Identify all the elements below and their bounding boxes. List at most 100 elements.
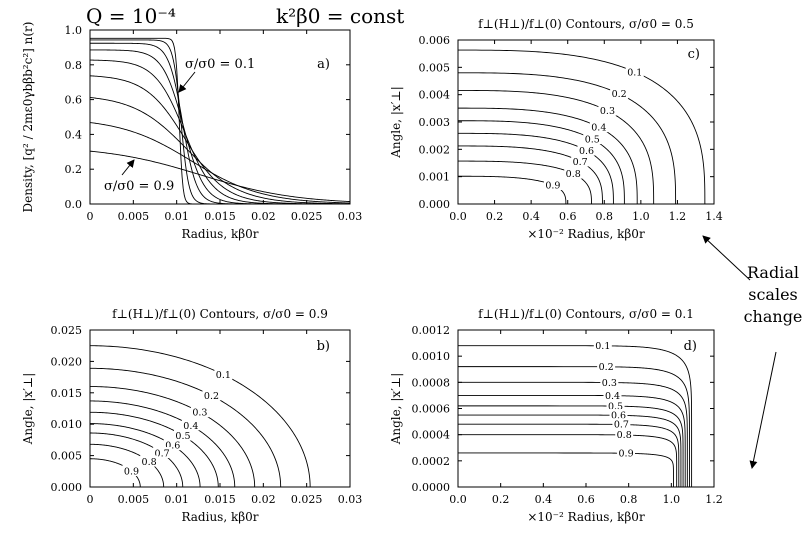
y-tick-label-b: 0.000 bbox=[51, 481, 83, 494]
chart-title-b: f⊥(H⊥)/f⊥(0) Contours, σ/σ0 = 0.9 bbox=[112, 307, 328, 321]
y-tick-label-c: 0.002 bbox=[419, 143, 451, 156]
chart-title-d: f⊥(H⊥)/f⊥(0) Contours, σ/σ0 = 0.1 bbox=[478, 307, 694, 321]
contour-d-0.9 bbox=[458, 452, 674, 488]
side-note-line: change bbox=[743, 307, 803, 326]
x-tick-label-a: 0.01 bbox=[164, 210, 189, 223]
contour-label-b-0.4: 0.4 bbox=[183, 421, 198, 432]
plot-frame-d bbox=[457, 329, 715, 488]
chart-title-c: f⊥(H⊥)/f⊥(0) Contours, σ/σ0 = 0.5 bbox=[478, 17, 694, 31]
contour-label-bg-b bbox=[181, 419, 200, 431]
contour-d-0.6 bbox=[458, 414, 682, 487]
y-tick-label-a: 0.4 bbox=[65, 128, 83, 141]
contour-d-0.5 bbox=[458, 405, 684, 488]
y-tick-label-d: 0.0002 bbox=[412, 455, 451, 468]
side-note-line: Radial bbox=[747, 263, 799, 282]
y-axis-label-b: Angle, |x′⊥| bbox=[21, 373, 35, 446]
plot-frame-b bbox=[89, 329, 351, 488]
y-tick-label-a: 0.2 bbox=[65, 163, 83, 176]
x-axis-label-d: ×10⁻² Radius, kβ0r bbox=[527, 510, 645, 524]
contour-label-bg-d bbox=[612, 418, 631, 430]
x-tick-label-c: 1.4 bbox=[705, 210, 723, 223]
contour-label-bg-c bbox=[571, 155, 590, 167]
x-tick-label-b: 0 bbox=[87, 493, 94, 506]
contour-label-bg-b bbox=[163, 439, 182, 451]
contour-label-bg-b bbox=[202, 389, 221, 401]
contour-label-c-0.7: 0.7 bbox=[573, 157, 588, 168]
side-note-line: scales bbox=[748, 285, 798, 304]
panel-label-a: a) bbox=[317, 57, 330, 72]
x-tick-label-d: 0.2 bbox=[492, 493, 510, 506]
contour-label-d-0.8: 0.8 bbox=[617, 430, 632, 441]
contour-label-c-0.2: 0.2 bbox=[612, 89, 627, 100]
contour-label-bg-c bbox=[610, 87, 629, 99]
contour-c-0.9 bbox=[458, 175, 567, 205]
y-tick-label-b: 0.010 bbox=[51, 418, 83, 431]
contour-label-bg-b bbox=[173, 429, 192, 441]
contour-label-bg-c bbox=[543, 179, 562, 191]
annotation-sigma-0-1: σ/σ0 = 0.1 bbox=[185, 57, 255, 72]
contour-label-bg-d bbox=[615, 428, 634, 440]
contour-label-d-0.4: 0.4 bbox=[605, 391, 620, 402]
y-tick-label-b: 0.005 bbox=[51, 450, 83, 463]
contour-label-bg-d bbox=[603, 389, 622, 401]
y-tick-label-a: 0.0 bbox=[65, 198, 83, 211]
x-tick-label-d: 0.4 bbox=[535, 493, 553, 506]
y-tick-label-b: 0.015 bbox=[51, 387, 83, 400]
y-tick-label-b: 0.025 bbox=[51, 324, 83, 337]
contour-b-0.3 bbox=[90, 386, 256, 488]
contour-c-0.1 bbox=[457, 49, 706, 205]
y-tick-label-d: 0.0000 bbox=[412, 481, 451, 494]
contour-label-b-0.8: 0.8 bbox=[142, 457, 157, 468]
contour-label-d-0.2: 0.2 bbox=[599, 362, 614, 373]
contour-label-bg-c bbox=[577, 144, 596, 156]
contour-label-bg-b bbox=[140, 455, 159, 467]
contour-label-b-0.6: 0.6 bbox=[165, 441, 180, 452]
density-curve-sigma-0.8 bbox=[89, 122, 351, 204]
contour-label-d-0.1: 0.1 bbox=[595, 341, 610, 352]
contour-label-b-0.1: 0.1 bbox=[216, 370, 231, 381]
contour-c-0.2 bbox=[458, 72, 677, 205]
contour-label-c-0.1: 0.1 bbox=[627, 67, 642, 78]
contour-label-c-0.4: 0.4 bbox=[591, 123, 606, 134]
x-tick-label-b: 0.025 bbox=[291, 493, 323, 506]
y-tick-label-c: 0.001 bbox=[419, 171, 451, 184]
y-tick-label-a: 0.8 bbox=[65, 59, 83, 72]
contour-label-bg-b bbox=[214, 368, 233, 380]
contour-label-bg-b bbox=[153, 447, 172, 459]
x-tick-label-b: 0.02 bbox=[251, 493, 276, 506]
x-tick-label-d: 0.8 bbox=[620, 493, 638, 506]
header-q-label: Q = 10⁻⁴ bbox=[86, 4, 176, 28]
contour-c-0.8 bbox=[458, 160, 592, 205]
contour-label-b-0.9: 0.9 bbox=[124, 467, 139, 478]
x-tick-label-b: 0.005 bbox=[118, 493, 150, 506]
y-tick-label-d: 0.0004 bbox=[412, 429, 451, 442]
density-curve-sigma-0.9 bbox=[89, 150, 351, 203]
x-tick-label-c: 0.8 bbox=[596, 210, 614, 223]
x-tick-label-a: 0.005 bbox=[118, 210, 150, 223]
contour-b-0.1 bbox=[89, 345, 311, 488]
contour-label-bg-d bbox=[617, 446, 636, 458]
contour-d-0.7 bbox=[458, 423, 680, 487]
x-tick-label-d: 0.0 bbox=[449, 493, 467, 506]
y-axis-label-c: Angle, |x′⊥| bbox=[389, 86, 403, 159]
contour-label-bg-b bbox=[190, 406, 209, 418]
annotation-sigma-0-9: σ/σ0 = 0.9 bbox=[104, 179, 174, 194]
contour-d-0.3 bbox=[458, 381, 688, 487]
contour-label-d-0.5: 0.5 bbox=[608, 401, 623, 412]
contour-label-d-0.9: 0.9 bbox=[619, 448, 634, 459]
contour-label-d-0.7: 0.7 bbox=[614, 420, 629, 431]
contour-d-0.4 bbox=[458, 394, 686, 487]
contour-label-c-0.5: 0.5 bbox=[585, 135, 600, 146]
contour-label-c-0.3: 0.3 bbox=[600, 106, 615, 117]
y-axis-label-d: Angle, |x′⊥| bbox=[389, 373, 403, 446]
x-tick-label-d: 0.6 bbox=[577, 493, 595, 506]
contour-label-b-0.3: 0.3 bbox=[192, 408, 207, 419]
contour-d-0.2 bbox=[458, 366, 690, 488]
y-tick-label-a: 1.0 bbox=[65, 24, 83, 37]
contour-label-bg-c bbox=[583, 133, 602, 145]
side-arrow-down bbox=[749, 351, 777, 469]
contour-label-bg-d bbox=[600, 376, 619, 388]
y-tick-label-c: 0.006 bbox=[419, 34, 451, 47]
contour-label-bg-d bbox=[606, 399, 625, 411]
panel-label-b: b) bbox=[317, 339, 330, 354]
